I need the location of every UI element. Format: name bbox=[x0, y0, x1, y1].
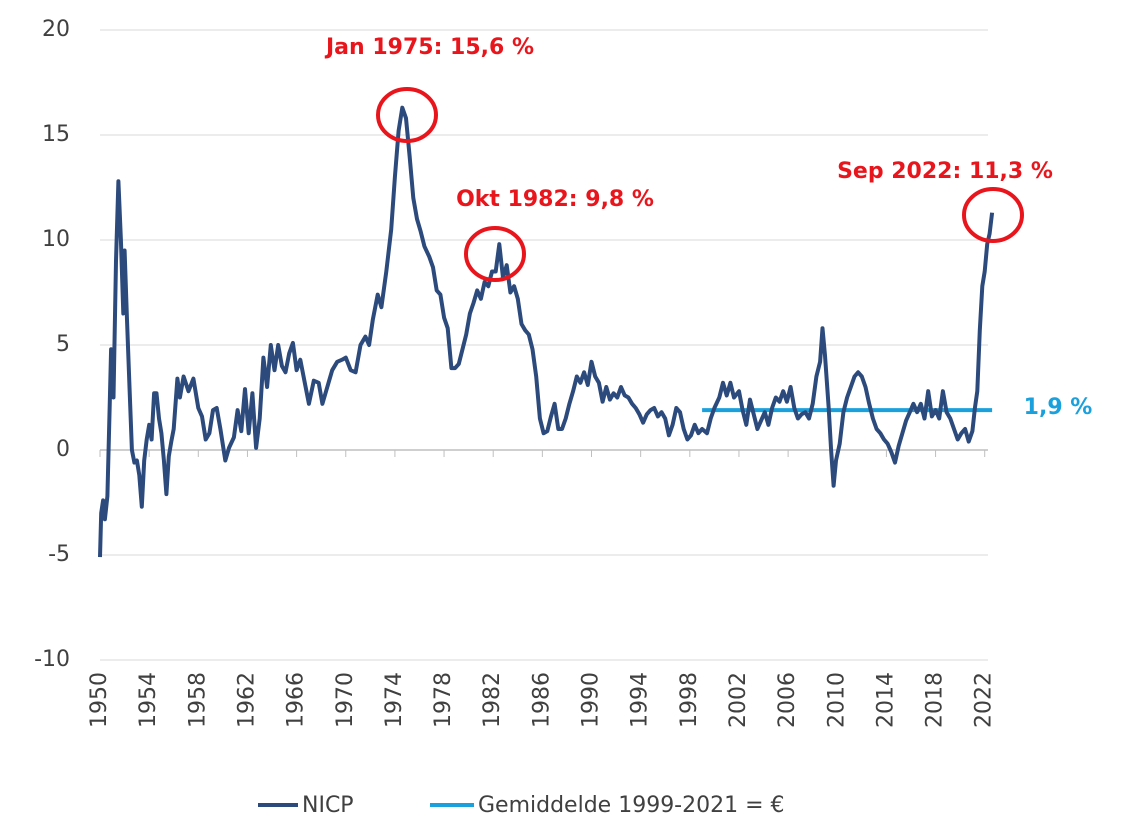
x-tick-label: 2014 bbox=[873, 672, 898, 728]
y-tick-label: 5 bbox=[56, 332, 70, 357]
legend-label: Gemiddelde 1999-2021 = € bbox=[478, 793, 785, 818]
x-tick-label: 1950 bbox=[87, 672, 112, 728]
x-tick-label: 1994 bbox=[628, 672, 653, 728]
annotation: Okt 1982: 9,8 % bbox=[456, 187, 654, 212]
annotation-circle bbox=[376, 87, 438, 143]
annotation: Jan 1975: 15,6 % bbox=[324, 35, 534, 60]
x-tick-label: 2002 bbox=[726, 672, 751, 728]
y-tick-label: -5 bbox=[48, 542, 70, 567]
x-tick-label: 2018 bbox=[923, 672, 948, 728]
value-label: 1,9 % bbox=[1024, 395, 1093, 420]
x-tick-label: 1998 bbox=[677, 672, 702, 728]
x-tick-label: 1974 bbox=[382, 672, 407, 728]
x-tick-label: 1990 bbox=[579, 672, 604, 728]
annotation-circle bbox=[962, 187, 1024, 243]
x-tick-label: 1982 bbox=[480, 672, 505, 728]
x-tick-label: 1978 bbox=[431, 672, 456, 728]
x-tick-label: 2022 bbox=[972, 672, 997, 728]
legend-label: NICP bbox=[302, 793, 354, 818]
y-tick-label: 0 bbox=[56, 437, 70, 462]
y-tick-label: 15 bbox=[42, 122, 70, 147]
x-tick-label: 1958 bbox=[185, 672, 210, 728]
annotation: Sep 2022: 11,3 % bbox=[837, 159, 1053, 184]
x-tick-label: 1962 bbox=[234, 672, 259, 728]
x-tick-label: 2010 bbox=[824, 672, 849, 728]
y-tick-label: 20 bbox=[42, 17, 70, 42]
y-tick-label: -10 bbox=[34, 647, 70, 672]
y-tick-label: 10 bbox=[42, 227, 70, 252]
x-tick-label: 1954 bbox=[136, 672, 161, 728]
x-tick-label: 2006 bbox=[775, 672, 800, 728]
x-tick-label: 1986 bbox=[529, 672, 554, 728]
series-line bbox=[98, 105, 995, 558]
x-tick-label: 1970 bbox=[333, 672, 358, 728]
x-tick-label: 1966 bbox=[284, 672, 309, 728]
annotation-circle bbox=[464, 226, 526, 282]
